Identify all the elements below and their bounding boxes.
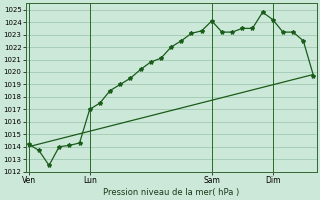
X-axis label: Pression niveau de la mer( hPa ): Pression niveau de la mer( hPa ): [103, 188, 239, 197]
